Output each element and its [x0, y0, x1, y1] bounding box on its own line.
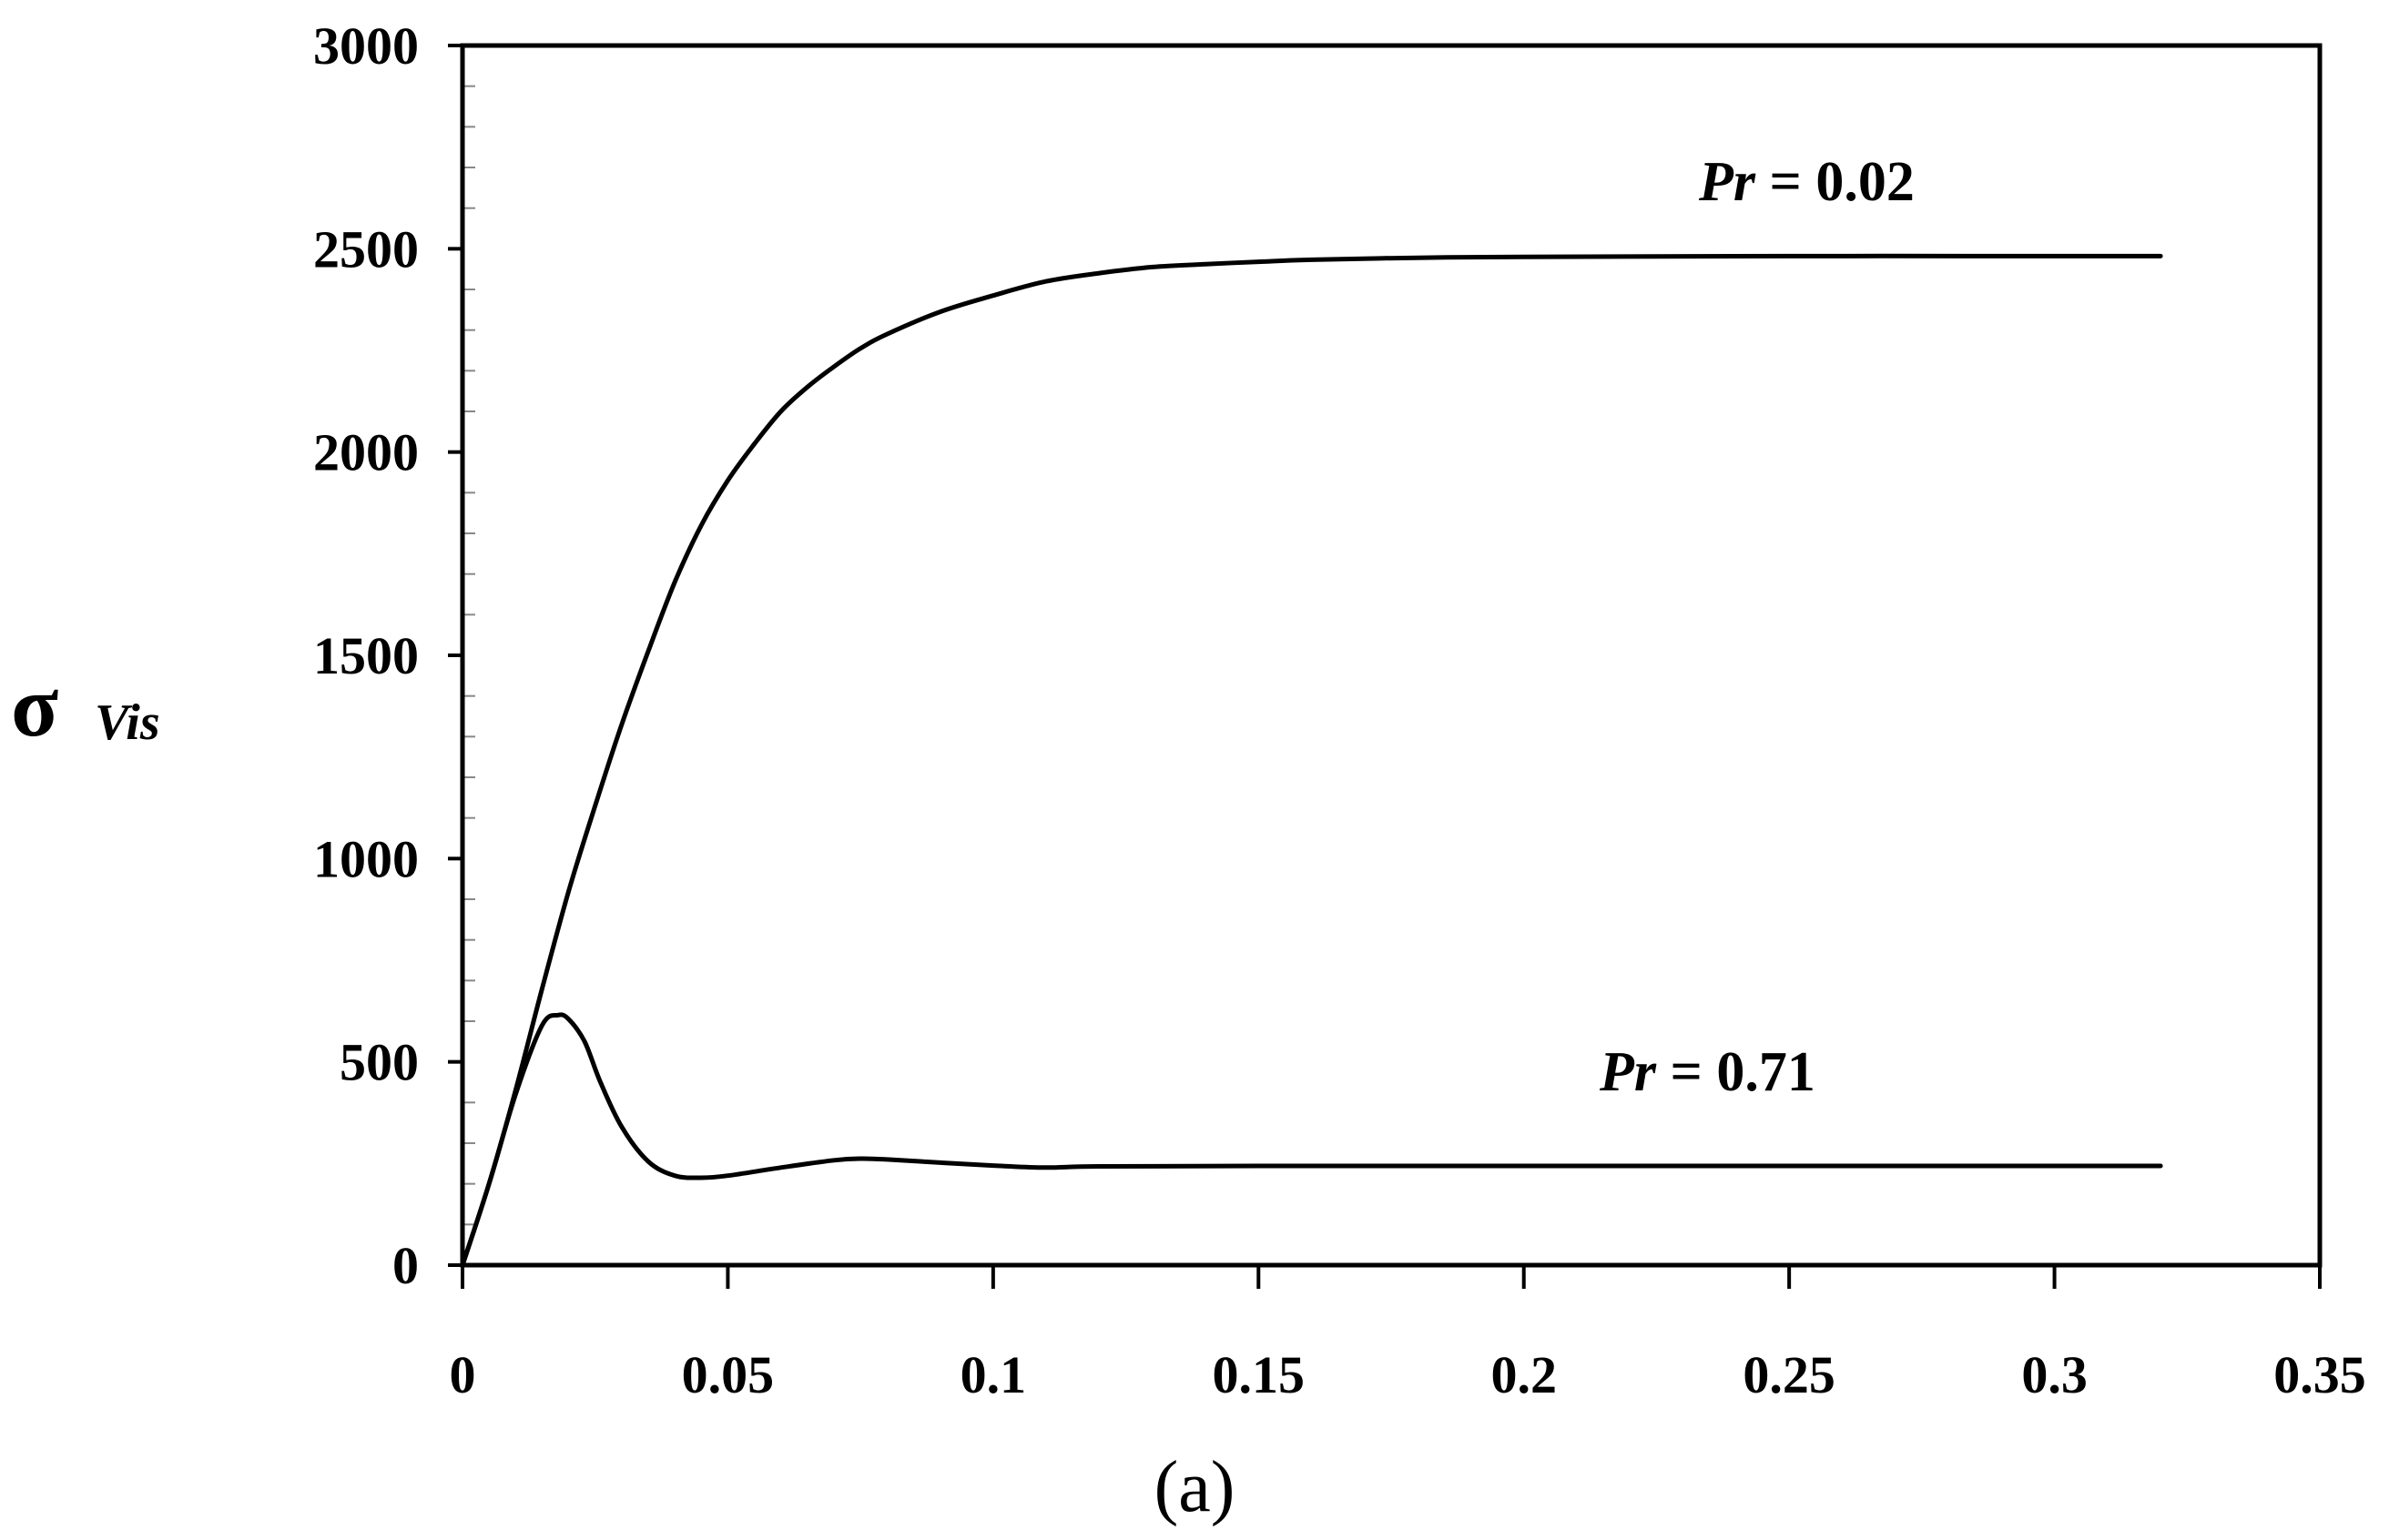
major-ticks [448, 44, 2322, 1289]
series-line-1 [460, 1012, 2163, 1268]
y-axis-label-subscript: Vis [95, 694, 160, 751]
x-tick-labels: 0 0.05 0.1 0.15 0.2 0.25 0.3 0.35 [450, 1345, 2366, 1404]
y-tick-label: 2500 [313, 219, 419, 279]
series-label-pr-002-prefix: Pr [1698, 151, 1756, 213]
series-label-pr-071: Pr = 0.71 [1599, 1041, 1815, 1103]
series-label-pr-002-suffix: = 0.02 [1755, 151, 1915, 213]
series-label-pr-071-prefix: Pr [1599, 1041, 1657, 1103]
x-tick-label: 0.25 [1743, 1345, 1835, 1404]
y-tick-labels: 0 500 1000 1500 2000 2500 3000 [313, 16, 419, 1295]
y-tick-label: 0 [392, 1236, 419, 1295]
series-line-0 [460, 253, 2163, 1268]
y-tick-label: 3000 [313, 16, 419, 76]
y-tick-label: 1000 [313, 829, 419, 888]
y-tick-label: 1500 [313, 626, 419, 685]
series-lines [460, 253, 2163, 1268]
series-label-pr-002: Pr = 0.02 [1698, 151, 1915, 213]
figure-caption: (a) [1154, 1447, 1235, 1527]
y-axis-label-symbol: σ [11, 657, 58, 755]
x-tick-label: 0.15 [1213, 1345, 1306, 1404]
x-tick-label: 0.3 [2021, 1345, 2088, 1404]
x-tick-label: 0.35 [2273, 1345, 2366, 1404]
series-label-pr-071-suffix: = 0.71 [1656, 1041, 1815, 1103]
y-tick-label: 500 [340, 1033, 419, 1092]
x-tick-label: 0.2 [1490, 1345, 1557, 1404]
y-tick-label: 2000 [313, 423, 419, 482]
x-tick-label: 0.05 [682, 1345, 775, 1404]
x-tick-label: 0.1 [961, 1345, 1027, 1404]
x-tick-label: 0 [450, 1345, 476, 1404]
plot-frame [460, 43, 2323, 1268]
